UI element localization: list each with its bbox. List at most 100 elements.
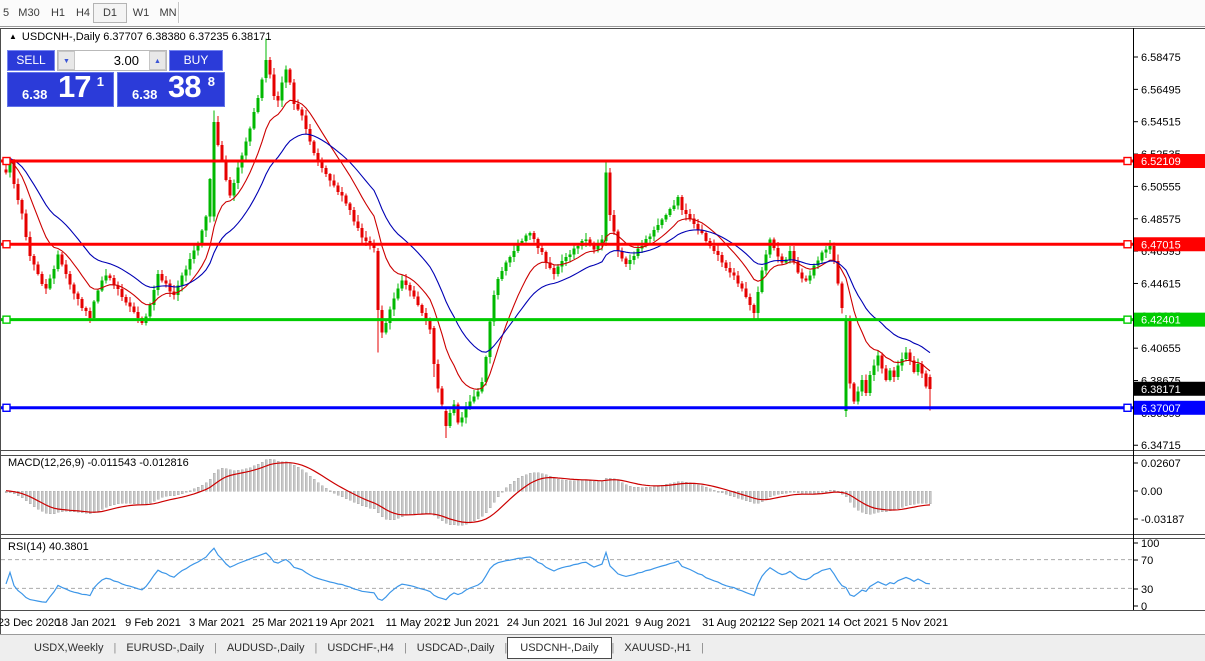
tab-separator: | [611, 642, 615, 654]
sell-button[interactable]: SELL [7, 50, 55, 71]
buy-price-tile[interactable]: 6.38 38 8 [117, 69, 225, 107]
price-line[interactable] [0, 156, 1133, 166]
macd-histogram-bar [784, 490, 788, 494]
candle-body [188, 259, 192, 270]
candle-body [48, 278, 52, 289]
candle-body [500, 270, 504, 279]
candle-body [400, 280, 404, 289]
candle-body [812, 265, 816, 276]
price-line-handle[interactable] [1123, 156, 1132, 166]
macd-histogram-bar [724, 490, 728, 495]
macd-histogram-bar [540, 473, 544, 492]
chart-tab-usdchf-[interactable]: USDCHF-,H4 [327, 642, 394, 654]
chart-tab-usdcnh-[interactable]: USDCNH-,Daily [507, 637, 612, 659]
macd-histogram-bar [372, 490, 376, 510]
candle-body [408, 285, 412, 291]
volume-decrease-icon[interactable]: ▼ [58, 51, 75, 70]
candle-body [592, 244, 596, 250]
candle-body [468, 401, 472, 408]
price-line-handle[interactable] [2, 156, 11, 166]
buy-button[interactable]: BUY [169, 50, 223, 71]
candle-body [704, 232, 708, 242]
candle-body [556, 266, 560, 274]
timeframe-button-w1[interactable]: W1 [132, 7, 150, 19]
timeframe-button-mn[interactable]: MN [159, 7, 177, 19]
price-line[interactable] [0, 240, 1133, 249]
macd-histogram-bar [448, 490, 452, 525]
candle-body [132, 306, 136, 312]
chart-tab-xauusd-[interactable]: XAUUSD-,H1 [624, 642, 691, 654]
price-line-label [1134, 154, 1205, 169]
price-line-handle[interactable] [1123, 315, 1132, 324]
macd-histogram-bar [252, 465, 256, 492]
candle-body [832, 246, 836, 261]
price-line-handle[interactable] [2, 315, 11, 324]
candle-body [672, 205, 676, 210]
timeframe-button-m30[interactable]: M30 [18, 7, 40, 19]
macd-histogram-bar [884, 490, 888, 512]
macd-histogram-bar [556, 478, 560, 492]
candle-body [572, 248, 576, 255]
volume-input[interactable] [75, 51, 149, 70]
macd-histogram-bar [64, 490, 68, 512]
buy-price-pip: 8 [207, 74, 215, 89]
macd-histogram-bar [624, 484, 628, 492]
candle-body [164, 280, 168, 284]
collapse-icon[interactable]: ▲ [9, 32, 17, 41]
candle-body [216, 121, 220, 145]
candle-body [292, 82, 296, 104]
price-line[interactable] [0, 403, 1133, 412]
chart-tab-audusd-[interactable]: AUDUSD-,Daily [226, 642, 305, 654]
candle-body [748, 296, 752, 305]
timeframe-button-h1[interactable]: H1 [50, 7, 66, 19]
candle-body [560, 260, 564, 267]
macd-histogram-bar [580, 480, 584, 492]
sell-price-tile[interactable]: 6.38 17 1 [7, 69, 114, 107]
timeframe-button-d1[interactable]: D1 [93, 3, 127, 23]
chart-tab-eurusd-[interactable]: EURUSD-,Daily [126, 642, 204, 654]
macd-histogram-bar [44, 490, 48, 514]
chart-tab-usdcad-[interactable]: USDCAD-,Daily [416, 642, 495, 654]
macd-histogram-bar [700, 485, 704, 492]
chart-tab-usdx[interactable]: USDX,Weekly [34, 642, 104, 654]
y-axis-tick: 6.56495 [1141, 84, 1181, 96]
candle-body [472, 396, 476, 402]
candle-body [80, 298, 84, 309]
macd-histogram-bar [868, 490, 872, 515]
candle-body [660, 219, 664, 225]
macd-histogram-bar [916, 490, 920, 504]
chart-tab-bar: USDX,Weekly | EURUSD-,Daily | AUDUSD-,Daily |… [0, 634, 1205, 661]
price-line[interactable] [0, 315, 1133, 324]
one-click-trading-panel: SELL ▼ ▲ BUY 6.38 17 1 6.38 38 8 [7, 50, 225, 107]
candle-body [820, 252, 824, 261]
y-axis-tick: 6.50555 [1141, 181, 1181, 193]
macd-histogram-bar [144, 490, 148, 505]
macd-histogram-bar [336, 490, 340, 496]
macd-histogram-bar [568, 480, 572, 492]
candle-body [620, 251, 624, 259]
candle-body [888, 370, 892, 381]
price-line-handle[interactable] [2, 403, 11, 412]
macd-histogram-bar [476, 490, 480, 519]
macd-pane[interactable] [1, 455, 1133, 534]
rsi-pane[interactable] [1, 538, 1133, 610]
price-line-handle[interactable] [2, 240, 11, 249]
volume-increase-icon[interactable]: ▲ [149, 51, 166, 70]
candle-body [540, 247, 544, 253]
price-axis[interactable]: 6.584756.564956.545156.525356.505556.485… [1133, 52, 1205, 613]
price-line-handle[interactable] [1123, 240, 1132, 249]
candle-body [508, 257, 512, 263]
timeframe-button-h4[interactable]: H4 [75, 7, 91, 19]
candle-body [276, 95, 280, 101]
candle-body [280, 82, 284, 101]
candle-body [60, 254, 64, 265]
price-line-handle[interactable] [1123, 403, 1132, 412]
candle-body [312, 141, 316, 154]
candle-body [436, 363, 440, 389]
macd-histogram-bar [692, 483, 696, 492]
timeframe-button-5[interactable]: 5 [2, 7, 10, 19]
macd-histogram-bar [888, 490, 892, 511]
candle-body [260, 79, 264, 98]
